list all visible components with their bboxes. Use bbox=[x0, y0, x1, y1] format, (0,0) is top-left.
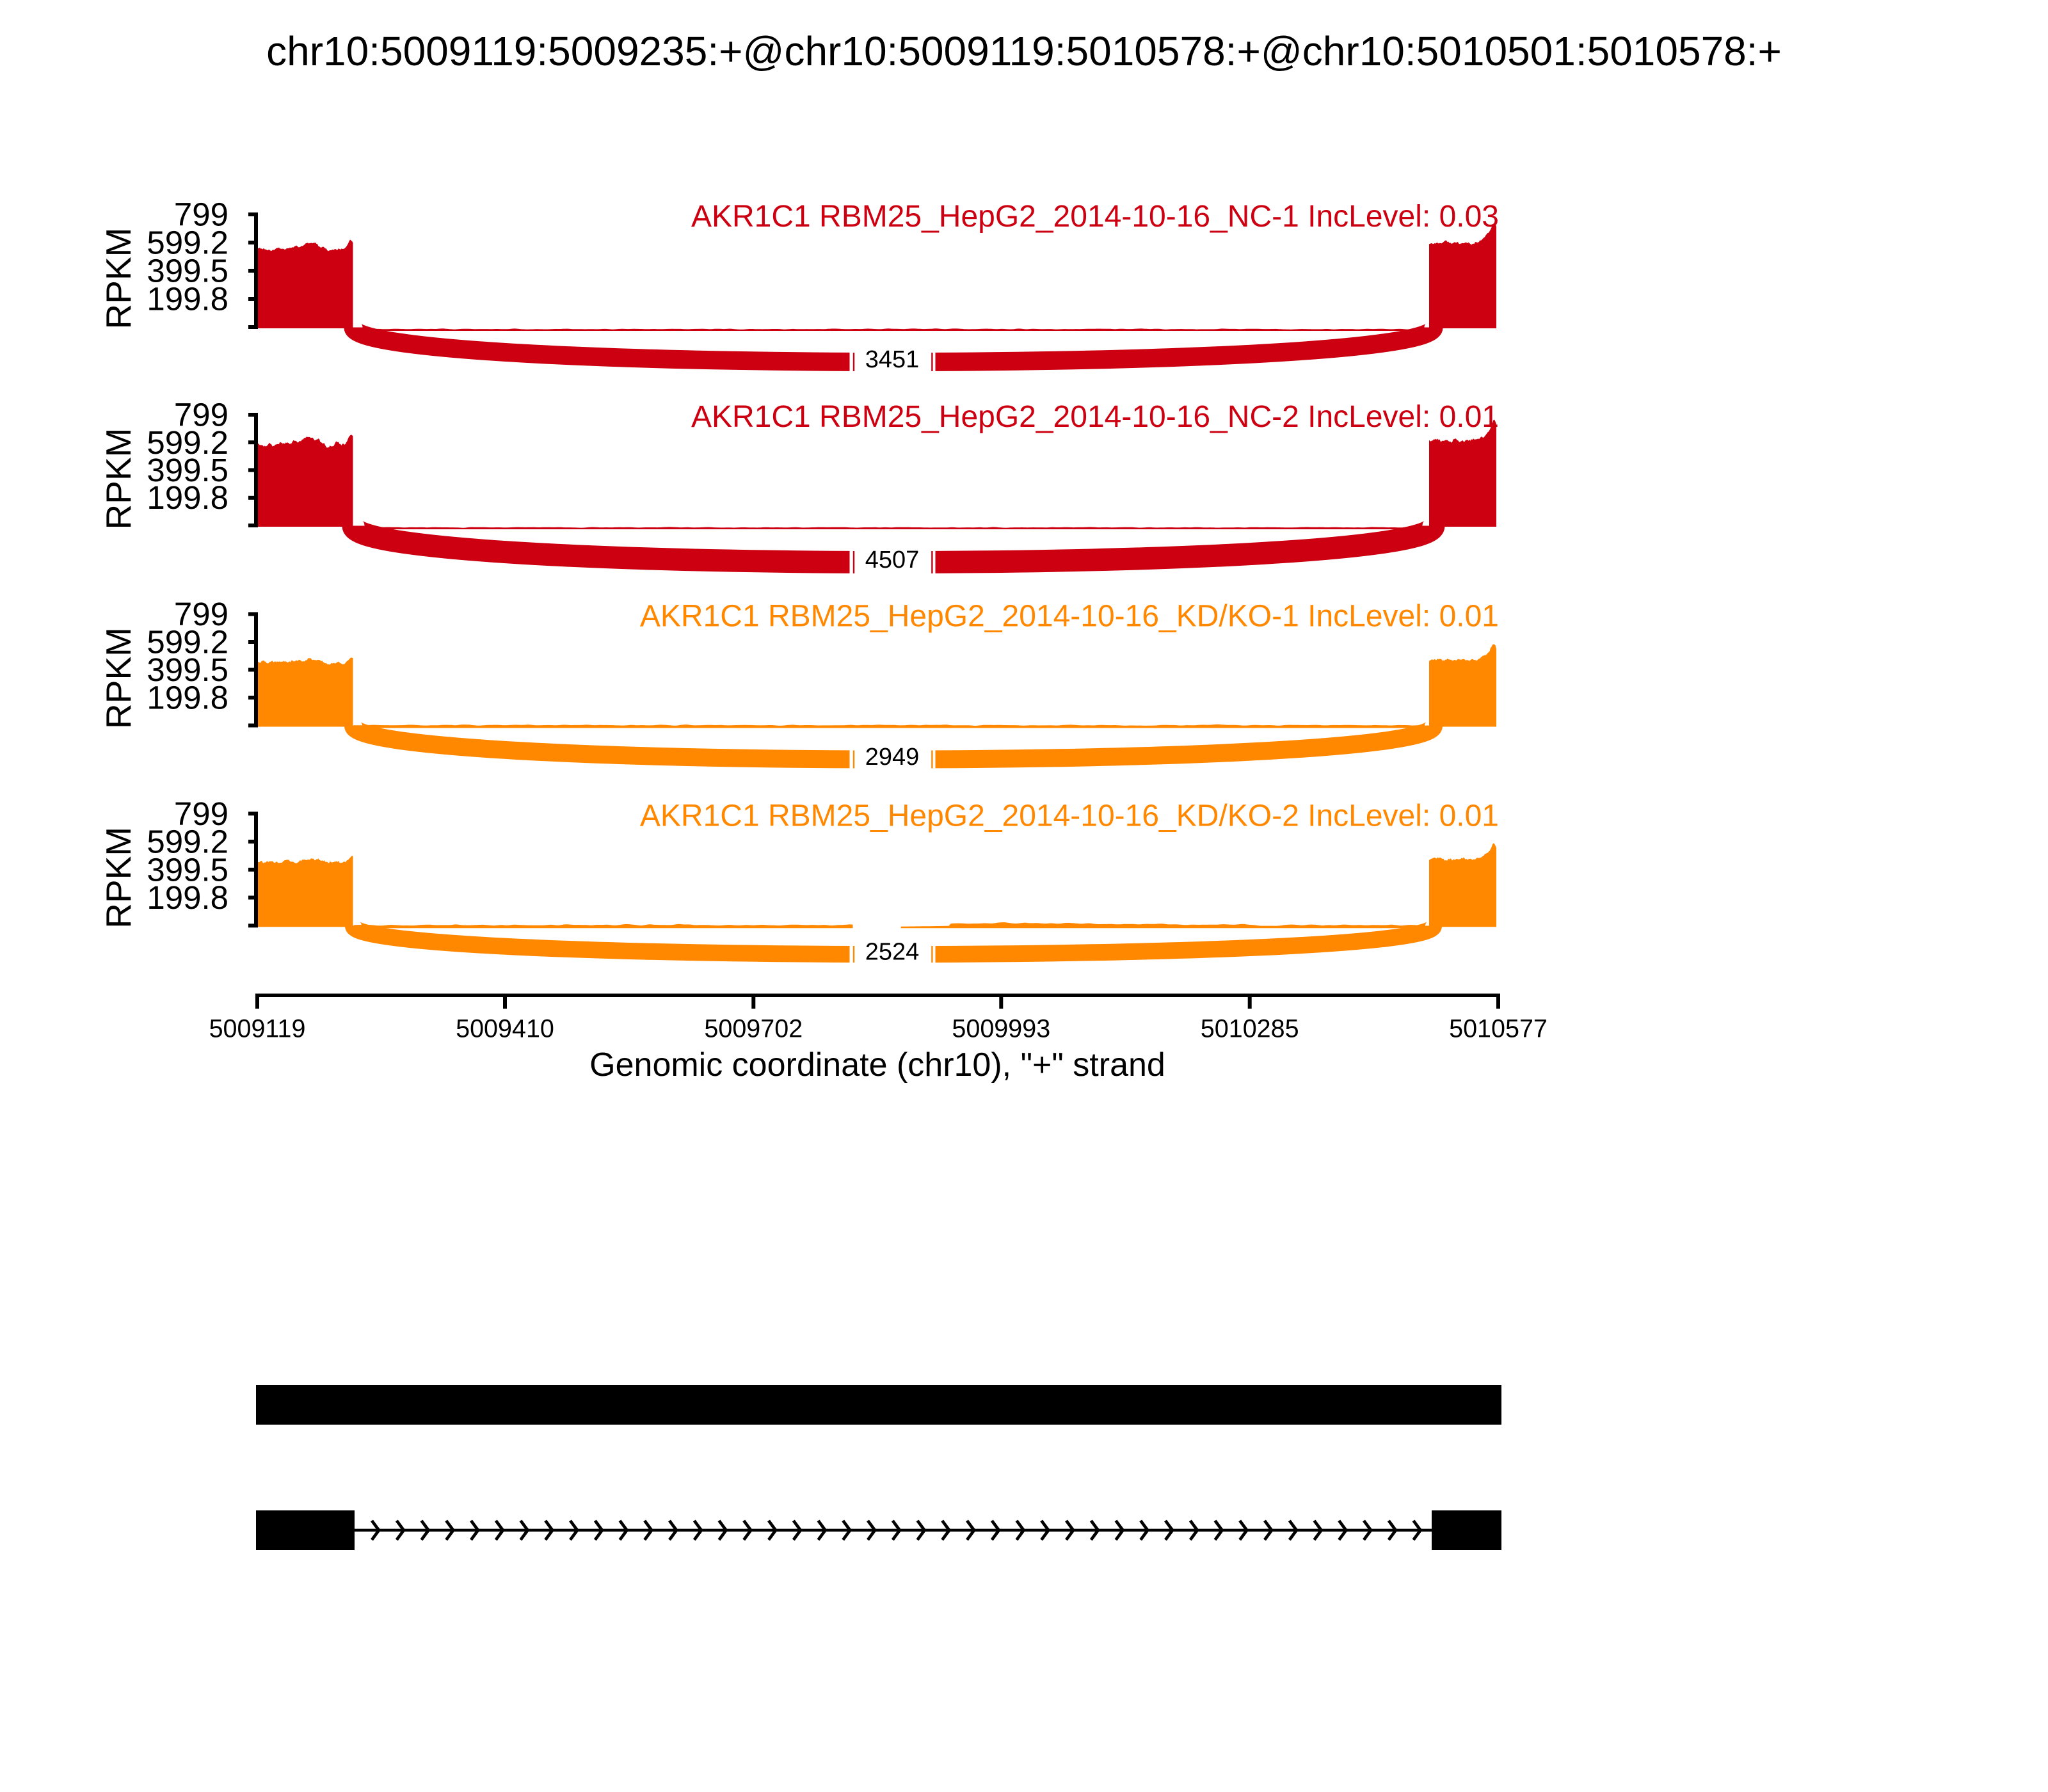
svg-text:5010285: 5010285 bbox=[1201, 1015, 1299, 1043]
svg-text:AKR1C1 RBM25_HepG2_2014-10-16_: AKR1C1 RBM25_HepG2_2014-10-16_NC-2 IncLe… bbox=[691, 400, 1499, 434]
svg-text:399.5: 399.5 bbox=[147, 652, 228, 688]
svg-text:RPKM: RPKM bbox=[99, 827, 138, 929]
svg-text:RPKM: RPKM bbox=[99, 627, 138, 729]
svg-text:RPKM: RPKM bbox=[99, 228, 138, 330]
svg-text:AKR1C1 RBM25_HepG2_2014-10-16_: AKR1C1 RBM25_HepG2_2014-10-16_NC-1 IncLe… bbox=[691, 200, 1499, 234]
svg-text:799: 799 bbox=[174, 596, 228, 632]
svg-text:5009119: 5009119 bbox=[209, 1015, 306, 1043]
svg-text:Genomic coordinate (chr10), "+: Genomic coordinate (chr10), "+" strand bbox=[589, 1046, 1165, 1084]
svg-text:AKR1C1 RBM25_HepG2_2014-10-16_: AKR1C1 RBM25_HepG2_2014-10-16_KD/KO-1 In… bbox=[640, 600, 1499, 634]
svg-text:AKR1C1 RBM25_HepG2_2014-10-16_: AKR1C1 RBM25_HepG2_2014-10-16_KD/KO-2 In… bbox=[640, 799, 1499, 833]
svg-text:199.8: 199.8 bbox=[147, 879, 228, 916]
svg-text:799: 799 bbox=[174, 796, 228, 832]
svg-text:5009410: 5009410 bbox=[456, 1015, 554, 1043]
svg-text:399.5: 399.5 bbox=[147, 452, 228, 488]
svg-text:4507: 4507 bbox=[865, 547, 920, 573]
svg-text:599.2: 599.2 bbox=[147, 225, 228, 261]
svg-text:199.8: 199.8 bbox=[147, 680, 228, 716]
svg-text:5009702: 5009702 bbox=[704, 1015, 803, 1043]
svg-text:399.5: 399.5 bbox=[147, 253, 228, 289]
svg-text:5009993: 5009993 bbox=[952, 1015, 1050, 1043]
svg-text:chr10:5009119:5009235:+@chr10:: chr10:5009119:5009235:+@chr10:5009119:50… bbox=[266, 28, 1782, 74]
svg-text:199.8: 199.8 bbox=[147, 281, 228, 317]
svg-text:599.2: 599.2 bbox=[147, 624, 228, 660]
svg-text:2949: 2949 bbox=[865, 744, 920, 771]
svg-text:799: 799 bbox=[174, 397, 228, 433]
svg-text:799: 799 bbox=[174, 196, 228, 233]
svg-text:5010577: 5010577 bbox=[1449, 1015, 1548, 1043]
svg-text:199.8: 199.8 bbox=[147, 479, 228, 516]
svg-text:RPKM: RPKM bbox=[99, 428, 138, 530]
svg-text:599.2: 599.2 bbox=[147, 424, 228, 461]
svg-text:599.2: 599.2 bbox=[147, 824, 228, 860]
svg-text:399.5: 399.5 bbox=[147, 851, 228, 888]
svg-text:2524: 2524 bbox=[865, 939, 920, 966]
svg-text:3451: 3451 bbox=[865, 346, 920, 373]
